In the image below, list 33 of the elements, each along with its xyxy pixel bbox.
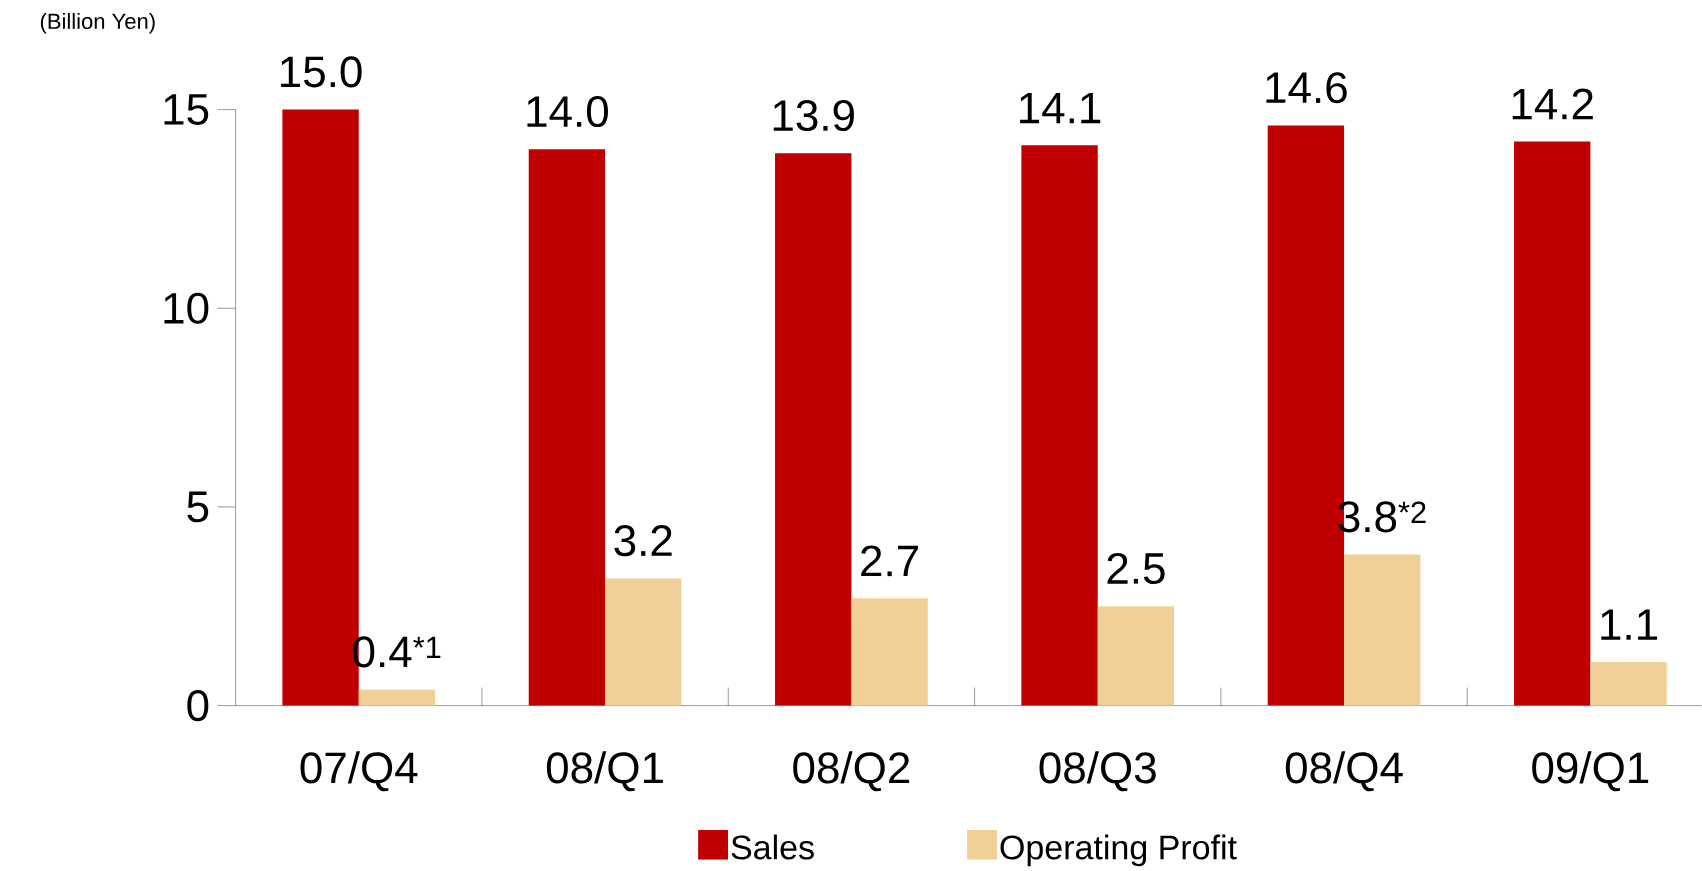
x-tick-label: 08/Q1	[546, 751, 663, 792]
x-tick-label: 08/Q3	[1039, 751, 1156, 792]
data-label: 2.7	[861, 545, 918, 577]
data-label: 1.1	[1601, 609, 1657, 640]
x-tick-label: 07/Q4	[300, 751, 418, 792]
data-label: 14.2	[1512, 88, 1593, 120]
bar	[358, 689, 436, 706]
bar	[605, 578, 682, 706]
y-tick-label: 0	[187, 690, 209, 722]
y-tick-label: 15	[164, 94, 209, 125]
bar	[1590, 661, 1667, 706]
bar	[1514, 141, 1591, 706]
bar	[1097, 606, 1175, 706]
data-label: 2.5	[1107, 552, 1165, 585]
data-label: 14.6	[1266, 72, 1347, 104]
bar	[851, 598, 928, 706]
x-tick-label: 08/Q2	[793, 751, 910, 792]
bar	[528, 149, 606, 706]
data-label: 14.0	[527, 95, 608, 128]
legend-label: Sales	[731, 834, 814, 860]
y-axis-title: (Billion Yen)	[40, 12, 155, 34]
data-label: 3.2	[614, 525, 672, 557]
data-label: 15.0	[281, 56, 362, 88]
bar	[1021, 145, 1098, 706]
x-tick-label: 08/Q4	[1285, 751, 1403, 792]
y-tick-label: 10	[164, 292, 209, 324]
data-label: 14.1	[1020, 92, 1101, 124]
x-tick-label: 09/Q1	[1532, 751, 1649, 792]
legend-label: Operating Profit	[1000, 834, 1237, 867]
y-tick-label: 5	[187, 491, 209, 523]
data-label: 13.9	[773, 99, 854, 132]
bar	[775, 153, 852, 706]
bar	[1344, 554, 1421, 706]
